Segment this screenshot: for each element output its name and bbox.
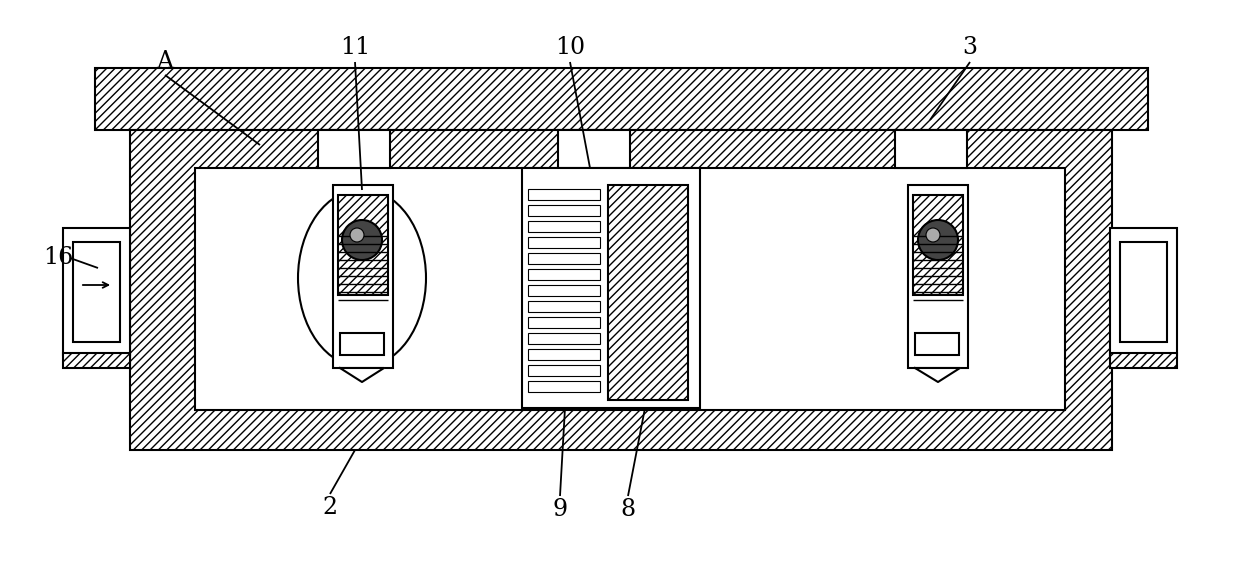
Polygon shape	[340, 368, 384, 382]
Circle shape	[342, 220, 382, 260]
Bar	[130, 130, 1112, 450]
Bar	[339, 195, 388, 295]
Bar	[340, 333, 384, 355]
Bar	[915, 333, 959, 355]
Text: 2: 2	[322, 496, 337, 519]
Text: 9: 9	[553, 499, 568, 522]
Bar	[528, 237, 600, 248]
Bar	[528, 381, 600, 392]
Bar	[334, 185, 393, 368]
Text: 10: 10	[556, 37, 585, 59]
Bar	[528, 349, 600, 360]
Bar	[528, 221, 600, 232]
Bar	[63, 353, 130, 368]
Text: A: A	[156, 51, 174, 73]
Bar	[1110, 353, 1177, 368]
Bar	[528, 269, 600, 280]
Bar	[522, 168, 701, 408]
Bar	[528, 285, 600, 296]
Bar	[1120, 242, 1167, 342]
Bar	[908, 185, 968, 368]
Circle shape	[918, 220, 959, 260]
Bar	[895, 130, 967, 168]
Bar	[73, 242, 120, 342]
Bar	[95, 68, 1148, 130]
Bar	[1110, 228, 1177, 355]
Text: 3: 3	[962, 37, 977, 59]
Bar	[195, 168, 1065, 410]
Circle shape	[350, 228, 365, 242]
Bar	[528, 333, 600, 344]
Bar	[608, 185, 688, 400]
Text: 8: 8	[620, 499, 636, 522]
Bar	[63, 228, 130, 355]
Bar	[528, 205, 600, 216]
Text: 16: 16	[43, 246, 73, 270]
Bar	[528, 317, 600, 328]
Bar	[528, 189, 600, 200]
Polygon shape	[915, 368, 960, 382]
Bar	[317, 130, 391, 168]
Bar	[528, 253, 600, 264]
Bar	[528, 301, 600, 312]
Bar	[528, 365, 600, 376]
Bar	[913, 195, 963, 295]
Bar	[558, 130, 630, 168]
Circle shape	[926, 228, 940, 242]
Text: 11: 11	[340, 37, 370, 59]
